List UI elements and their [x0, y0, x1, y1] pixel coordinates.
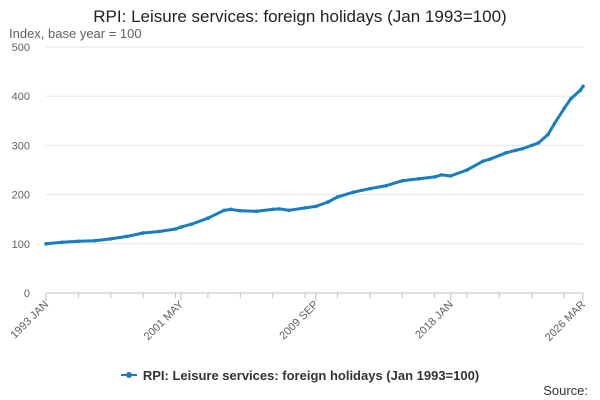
chart-title: RPI: Leisure services: foreign holidays …	[93, 7, 507, 26]
data-point	[173, 227, 178, 231]
data-point	[157, 229, 162, 234]
data-point	[92, 239, 97, 243]
data-point	[465, 168, 469, 172]
y-tick-label: 300	[12, 140, 30, 152]
x-tick-label: 2009 SEP	[277, 299, 321, 343]
data-point	[581, 84, 585, 89]
data-point	[206, 216, 210, 221]
y-axis-label: Index, base year = 100	[9, 26, 142, 41]
legend-swatch	[120, 372, 137, 378]
data-point	[141, 231, 145, 235]
data-point	[448, 174, 453, 178]
series-line	[44, 84, 585, 246]
data-point	[76, 239, 81, 244]
data-point	[552, 121, 557, 126]
data-point	[562, 106, 566, 111]
data-point	[569, 96, 573, 101]
data-point	[384, 183, 388, 188]
data-point	[335, 195, 340, 199]
data-point	[277, 207, 282, 211]
data-point	[520, 147, 525, 151]
data-point	[287, 208, 291, 213]
data-point	[578, 88, 583, 93]
data-point	[314, 204, 318, 209]
data-point	[270, 207, 275, 212]
data-point	[529, 143, 534, 148]
data-point	[125, 234, 129, 239]
data-point	[488, 157, 492, 161]
y-tick-label: 400	[12, 91, 30, 103]
data-point	[326, 200, 330, 204]
data-point	[229, 207, 233, 212]
data-point	[416, 177, 421, 181]
data-point	[368, 186, 372, 191]
gridlines	[46, 46, 583, 245]
x-tick-label: 2018 JAN	[413, 299, 456, 342]
x-tick-label: 1993 JAN	[8, 299, 51, 342]
legend-label: RPI: Leisure services: foreign holidays …	[142, 367, 480, 383]
series-layer	[44, 84, 585, 246]
data-point	[179, 225, 183, 229]
legend-item[interactable]: RPI: Leisure services: foreign holidays …	[120, 367, 480, 383]
data-point	[432, 175, 437, 179]
source-label: Source:	[543, 383, 588, 398]
data-point	[439, 173, 444, 177]
data-point	[303, 206, 307, 210]
data-point	[60, 240, 64, 245]
data-point	[44, 242, 48, 246]
data-point	[504, 150, 508, 155]
y-tick-label: 200	[12, 190, 30, 202]
x-tick-label: 2001 MAY	[142, 298, 187, 343]
axes: 0 100 200 300 400 500 1993 JAN 2001 MAY 2009 SEP…	[8, 42, 588, 344]
data-point	[238, 209, 243, 213]
x-tick-label: 2026 MAR	[543, 299, 588, 344]
data-point	[400, 179, 405, 183]
data-point	[222, 208, 226, 213]
data-point	[536, 141, 541, 145]
y-tick-label: 100	[12, 239, 30, 251]
data-point	[513, 148, 518, 153]
data-point	[351, 190, 356, 194]
data-point	[254, 209, 259, 214]
data-point	[546, 132, 550, 137]
legend: RPI: Leisure services: foreign holidays …	[0, 364, 600, 383]
data-point	[481, 159, 485, 163]
data-point	[108, 237, 113, 241]
y-tick-label: 0	[24, 288, 30, 300]
y-tick-label: 500	[12, 42, 30, 54]
data-point	[189, 222, 194, 226]
